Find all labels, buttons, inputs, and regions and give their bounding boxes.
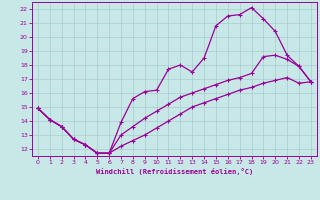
X-axis label: Windchill (Refroidissement éolien,°C): Windchill (Refroidissement éolien,°C) [96, 168, 253, 175]
